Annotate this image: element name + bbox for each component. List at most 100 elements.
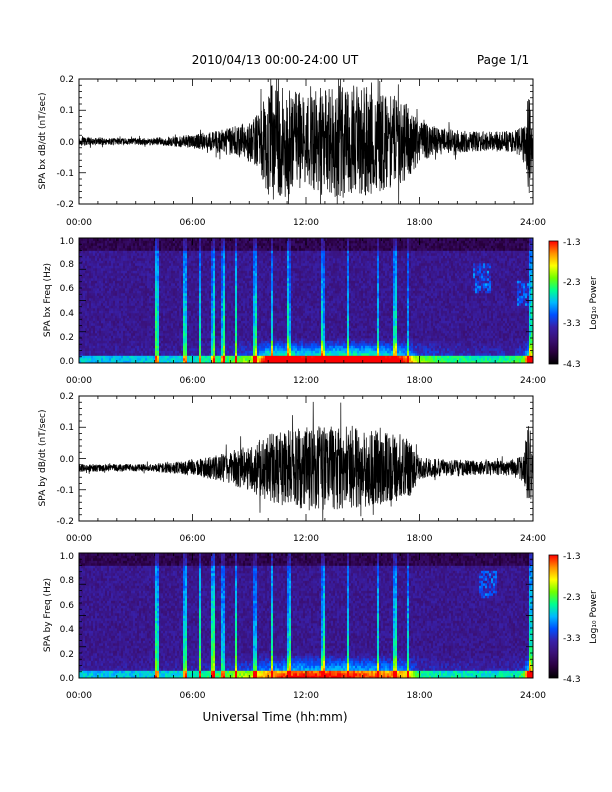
spectrogram-cell: [225, 288, 228, 291]
spectrogram-cell: [191, 300, 194, 304]
spectrogram-cell: [89, 358, 92, 361]
spectrogram-cell: [265, 283, 268, 286]
spectrogram-cell: [97, 260, 100, 264]
spectrogram-cell: [217, 275, 220, 279]
spectrogram-cell: [191, 293, 194, 296]
spectrogram-cell: [109, 293, 112, 296]
spectrogram-cell: [167, 303, 170, 306]
spectrogram-cell: [147, 280, 150, 284]
spectrogram-cell: [111, 280, 114, 284]
spectrogram-cell: [191, 313, 194, 316]
spectrogram-cell: [233, 348, 236, 351]
spectrogram-cell: [155, 248, 158, 251]
spectrogram-cell: [165, 283, 168, 286]
spectrogram-cell: [187, 260, 190, 264]
spectrogram-cell: [219, 328, 222, 331]
spectrogram-cell: [113, 298, 116, 301]
spectrogram-cell: [205, 268, 208, 271]
spectrogram-cell: [125, 350, 128, 354]
spectrogram-cell: [107, 353, 110, 356]
spectrogram-cell: [93, 283, 96, 286]
spectrogram-cell: [123, 243, 126, 246]
spectrogram-cell: [165, 345, 168, 349]
spectrogram-cell: [93, 313, 96, 316]
spectrogram-cell: [255, 268, 258, 271]
spectrogram-cell: [179, 305, 182, 309]
spectrogram-cell: [105, 298, 108, 301]
spectrogram-cell: [79, 333, 82, 336]
spectrogram-cell: [101, 253, 104, 256]
spectrogram-cell: [107, 275, 110, 279]
spectrogram-cell: [183, 333, 186, 336]
spectrogram-cell: [227, 260, 230, 264]
spectrogram-cell: [157, 268, 160, 271]
spectrogram-cell: [183, 238, 186, 241]
spectrogram-cell: [155, 268, 158, 271]
spectrogram-cell: [195, 328, 198, 331]
spectrogram-cell: [111, 300, 114, 304]
spectrogram-cell: [233, 275, 236, 279]
spectrogram-cell: [273, 308, 276, 311]
spectrogram-cell: [173, 335, 176, 339]
spectrogram-cell: [187, 275, 190, 279]
spectrogram-cell: [199, 270, 202, 274]
spectrogram-cell: [139, 238, 142, 241]
spectrogram-cell: [229, 245, 232, 249]
spectrogram-cell: [125, 243, 128, 246]
spectrogram-cell: [183, 265, 186, 269]
spectrogram-cell: [231, 268, 234, 271]
spectrogram-cell: [259, 328, 262, 331]
spectrogram-cell: [241, 255, 244, 259]
spectrogram-cell: [163, 263, 166, 266]
spectrogram-cell: [263, 353, 266, 356]
spectrogram-cell: [177, 293, 180, 296]
spectrogram-cell: [161, 290, 164, 294]
spectrogram-cell: [243, 325, 246, 329]
spectrogram-cell: [129, 335, 132, 339]
spectrogram-cell: [139, 268, 142, 271]
spectrogram-cell: [127, 240, 130, 244]
spectrogram-cell: [125, 360, 128, 364]
spectrogram-cell: [195, 313, 198, 316]
spectrogram-cell: [243, 295, 246, 299]
spectrogram-cell: [147, 283, 150, 286]
spectrogram-cell: [177, 245, 180, 249]
spectrogram-cell: [107, 328, 110, 331]
spectrogram-cell: [225, 295, 228, 299]
spectrogram-cell: [121, 298, 124, 301]
spectrogram-cell: [157, 310, 160, 314]
spectrogram-cell: [197, 330, 200, 334]
spectrogram-cell: [119, 248, 122, 251]
spectrogram-cell: [155, 313, 158, 316]
spectrogram-cell: [273, 283, 276, 286]
spectrogram-cell: [217, 343, 220, 346]
spectrogram-cell: [165, 350, 168, 354]
spectrogram-cell: [265, 293, 268, 296]
spectrogram-cell: [163, 290, 166, 294]
spectrogram-cell: [237, 338, 240, 341]
spectrogram-cell: [273, 278, 276, 281]
spectrogram-cell: [153, 240, 156, 244]
spectrogram-cell: [169, 303, 172, 306]
spectrogram-cell: [247, 260, 250, 264]
spectrogram-cell: [171, 253, 174, 256]
spectrogram-cell: [155, 295, 158, 299]
spectrogram-cell: [103, 343, 106, 346]
spectrogram-cell: [109, 280, 112, 284]
spectrogram-cell: [155, 303, 158, 306]
spectrogram-cell: [163, 328, 166, 331]
spectrogram-cell: [117, 293, 120, 296]
spectrogram-cell: [93, 268, 96, 271]
spectrogram-cell: [169, 280, 172, 284]
spectrogram-cell: [91, 245, 94, 249]
spectrogram-cell: [215, 275, 218, 279]
spectrogram-cell: [229, 350, 232, 354]
spectrogram-cell: [121, 268, 124, 271]
spectrogram-cell: [205, 265, 208, 269]
spectrogram-cell: [269, 293, 272, 296]
spectrogram-cell: [187, 263, 190, 266]
spectrogram-cell: [245, 343, 248, 346]
spectrogram-cell: [239, 345, 242, 349]
spectrogram-cell: [119, 295, 122, 299]
spectrogram-cell: [187, 278, 190, 281]
